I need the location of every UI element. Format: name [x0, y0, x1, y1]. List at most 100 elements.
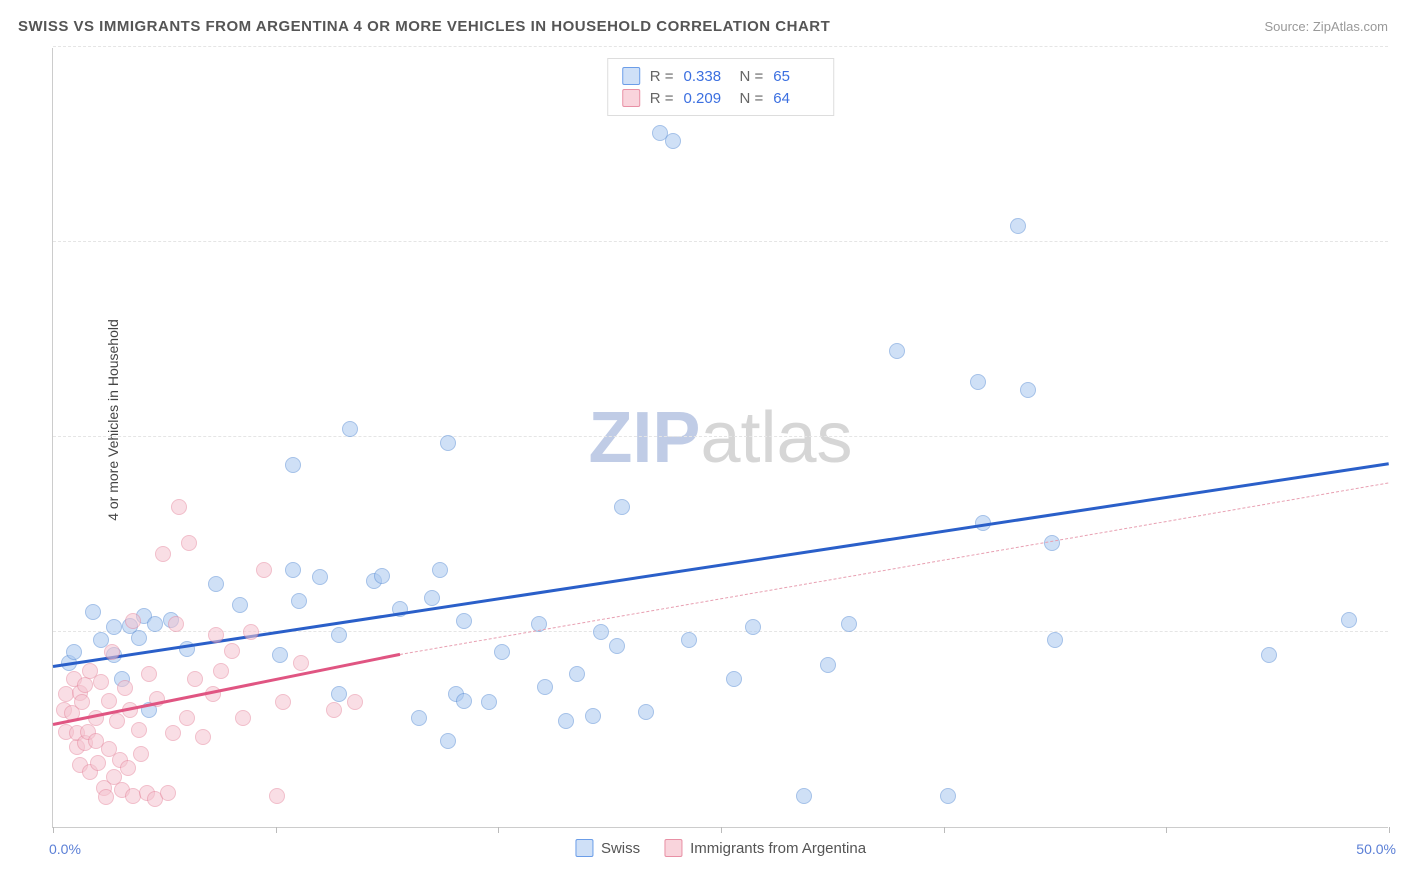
data-point: [168, 616, 184, 632]
data-point: [208, 576, 224, 592]
data-point: [940, 788, 956, 804]
r-label: R =: [650, 90, 674, 107]
trend-line: [400, 483, 1389, 656]
data-point: [440, 435, 456, 451]
data-point: [1010, 218, 1026, 234]
n-label: N =: [740, 90, 764, 107]
data-point: [638, 704, 654, 720]
data-point: [347, 694, 363, 710]
legend-item: Immigrants from Argentina: [664, 839, 866, 857]
data-point: [160, 785, 176, 801]
n-label: N =: [740, 68, 764, 85]
data-point: [291, 593, 307, 609]
data-point: [131, 722, 147, 738]
gridline-h: [53, 436, 1388, 437]
data-point: [331, 686, 347, 702]
data-point: [440, 733, 456, 749]
gridline-h: [53, 46, 1388, 47]
data-point: [1341, 612, 1357, 628]
data-point: [98, 789, 114, 805]
x-axis-end-label: 50.0%: [1356, 841, 1396, 857]
data-point: [796, 788, 812, 804]
legend-label: Immigrants from Argentina: [690, 840, 866, 857]
r-value: 0.209: [684, 90, 730, 107]
x-tick: [498, 827, 499, 833]
data-point: [256, 562, 272, 578]
data-point: [820, 657, 836, 673]
legend-swatch: [575, 839, 593, 857]
watermark: ZIPatlas: [588, 397, 852, 479]
data-point: [232, 597, 248, 613]
data-point: [609, 638, 625, 654]
x-axis-legend: Swiss Immigrants from Argentina: [575, 839, 866, 857]
data-point: [213, 663, 229, 679]
data-point: [269, 788, 285, 804]
data-point: [1047, 632, 1063, 648]
data-point: [569, 666, 585, 682]
data-point: [179, 710, 195, 726]
data-point: [272, 647, 288, 663]
data-point: [593, 624, 609, 640]
data-point: [77, 677, 93, 693]
data-point: [224, 643, 240, 659]
data-point: [537, 679, 553, 695]
data-point: [342, 421, 358, 437]
data-point: [285, 457, 301, 473]
x-tick: [1389, 827, 1390, 833]
data-point: [195, 729, 211, 745]
watermark-bold: ZIP: [588, 398, 700, 478]
data-point: [187, 671, 203, 687]
stats-row: R =0.338N =65: [622, 65, 820, 87]
data-point: [326, 702, 342, 718]
data-point: [558, 713, 574, 729]
chart-title: SWISS VS IMMIGRANTS FROM ARGENTINA 4 OR …: [18, 18, 830, 35]
data-point: [131, 630, 147, 646]
data-point: [147, 616, 163, 632]
data-point: [331, 627, 347, 643]
data-point: [85, 604, 101, 620]
data-point: [841, 616, 857, 632]
data-point: [374, 568, 390, 584]
x-tick: [721, 827, 722, 833]
r-value: 0.338: [684, 68, 730, 85]
data-point: [285, 562, 301, 578]
data-point: [481, 694, 497, 710]
data-point: [106, 619, 122, 635]
x-axis-start-label: 0.0%: [49, 841, 81, 857]
data-point: [101, 693, 117, 709]
data-point: [181, 535, 197, 551]
trend-line: [53, 652, 401, 725]
data-point: [171, 499, 187, 515]
data-point: [970, 374, 986, 390]
data-point: [293, 655, 309, 671]
data-point: [726, 671, 742, 687]
data-point: [1261, 647, 1277, 663]
data-point: [312, 569, 328, 585]
data-point: [155, 546, 171, 562]
source-label: Source: ZipAtlas.com: [1264, 19, 1388, 34]
data-point: [120, 760, 136, 776]
data-point: [432, 562, 448, 578]
data-point: [275, 694, 291, 710]
data-point: [133, 746, 149, 762]
legend-item: Swiss: [575, 839, 640, 857]
legend-label: Swiss: [601, 840, 640, 857]
data-point: [117, 680, 133, 696]
x-tick: [276, 827, 277, 833]
stats-row: R =0.209N =64: [622, 87, 820, 109]
data-point: [141, 666, 157, 682]
data-point: [494, 644, 510, 660]
data-point: [104, 644, 120, 660]
data-point: [889, 343, 905, 359]
data-point: [456, 613, 472, 629]
data-point: [424, 590, 440, 606]
data-point: [165, 725, 181, 741]
data-point: [1044, 535, 1060, 551]
data-point: [235, 710, 251, 726]
gridline-h: [53, 241, 1388, 242]
watermark-light: atlas: [700, 398, 852, 478]
stats-legend-box: R =0.338N =65R =0.209N =64: [607, 58, 835, 116]
legend-swatch: [622, 67, 640, 85]
n-value: 65: [773, 68, 819, 85]
data-point: [93, 674, 109, 690]
